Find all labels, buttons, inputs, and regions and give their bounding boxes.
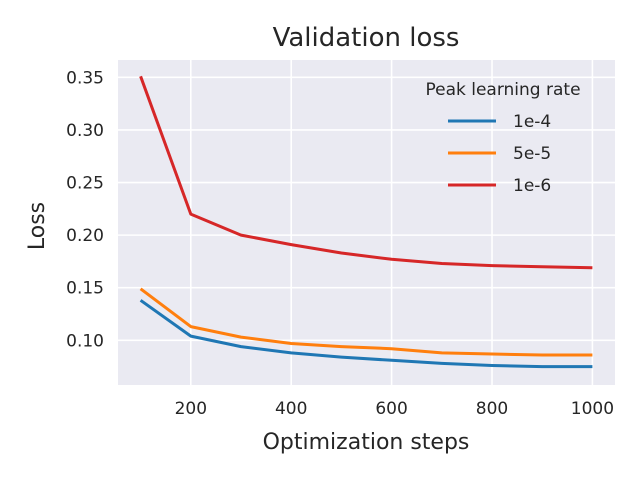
series-line-5e-5 (139, 287, 593, 357)
x-tick-label: 400 (275, 399, 307, 419)
y-tick-label: 0.20 (66, 226, 104, 246)
series-line-1e-6 (139, 75, 593, 270)
x-tick-label: 800 (476, 399, 508, 419)
series-lines (139, 75, 593, 369)
x-tick-label: 200 (175, 399, 207, 419)
legend-title: Peak learning rate (425, 80, 580, 100)
y-axis-label: Loss (25, 202, 50, 250)
chart-title: Validation loss (273, 23, 460, 53)
x-tick-label: 600 (375, 399, 407, 419)
legend: Peak learning rate 1e-4 5e-5 1e-6 (425, 80, 580, 196)
y-tick-label: 0.35 (66, 68, 104, 88)
x-tick-label: 1000 (571, 399, 614, 419)
grid-lines (118, 60, 615, 385)
series-line-1e-4 (139, 299, 593, 369)
y-tick-label: 0.30 (66, 121, 104, 141)
legend-entry-label: 5e-5 (513, 144, 551, 164)
y-tick-label: 0.25 (66, 174, 104, 194)
legend-entry-label: 1e-6 (513, 176, 551, 196)
legend-entry-label: 1e-4 (513, 112, 551, 132)
y-tick-label: 0.10 (66, 331, 104, 351)
y-tick-labels: 0.10 0.15 0.20 0.25 0.30 0.35 (66, 68, 104, 351)
x-axis-label: Optimization steps (263, 430, 470, 455)
y-tick-label: 0.15 (66, 279, 104, 299)
x-tick-labels: 200 400 600 800 1000 (175, 399, 614, 419)
plot-background (118, 60, 615, 385)
